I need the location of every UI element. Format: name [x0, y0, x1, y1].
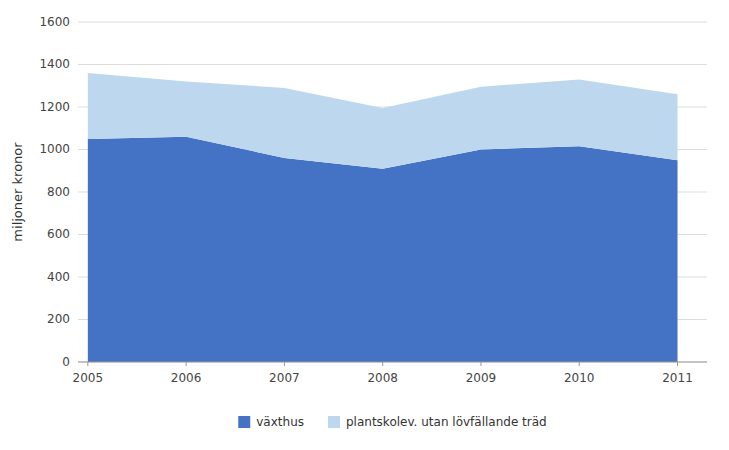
- y-tick-label: 400: [47, 270, 70, 284]
- y-tick-label: 200: [47, 312, 70, 326]
- x-tick: [677, 362, 678, 366]
- legend-label: plantskolev. utan lövfällande träd: [346, 415, 547, 429]
- legend-swatch: [328, 416, 340, 428]
- x-tick-label: 2007: [269, 371, 300, 385]
- areas: [88, 73, 678, 362]
- y-tick-label: 800: [47, 185, 70, 199]
- y-tick-label: 600: [47, 227, 70, 241]
- x-tick: [480, 362, 481, 366]
- y-tick-label: 1400: [39, 57, 70, 71]
- x-axis-line: [78, 362, 707, 363]
- x-tick-label: 2008: [367, 371, 398, 385]
- x-tick-label: 2010: [564, 371, 595, 385]
- x-tick-label: 2009: [466, 371, 497, 385]
- legend-item: plantskolev. utan lövfällande träd: [328, 415, 547, 429]
- area: [88, 73, 678, 169]
- y-tick-label: 1200: [39, 100, 70, 114]
- x-tick: [579, 362, 580, 366]
- x-tick-label: 2006: [171, 371, 202, 385]
- grid-line: [78, 64, 707, 65]
- chart: 0 200 400 600 800 1000 1200 1400 1600 2005 2006 200…: [0, 0, 729, 450]
- area: [88, 137, 678, 362]
- y-grid: [78, 22, 707, 362]
- x-tick: [284, 362, 285, 366]
- x-tick: [186, 362, 187, 366]
- grid-line: [78, 362, 707, 363]
- legend: växthus plantskolev. utan lövfällande trä…: [238, 415, 546, 429]
- y-tick-label: 1600: [39, 15, 70, 29]
- y-tick-label: 1000: [39, 142, 70, 156]
- y-tick-label: 0: [62, 355, 70, 369]
- y-axis-label: miljoner kronor: [10, 142, 25, 242]
- x-tick-label: 2011: [662, 371, 693, 385]
- x-tick: [382, 362, 383, 366]
- legend-swatch: [238, 416, 250, 428]
- grid-line: [78, 22, 707, 23]
- legend-item: växthus: [238, 415, 304, 429]
- x-tick-label: 2005: [73, 371, 104, 385]
- legend-label: växthus: [256, 415, 304, 429]
- x-tick: [87, 362, 88, 366]
